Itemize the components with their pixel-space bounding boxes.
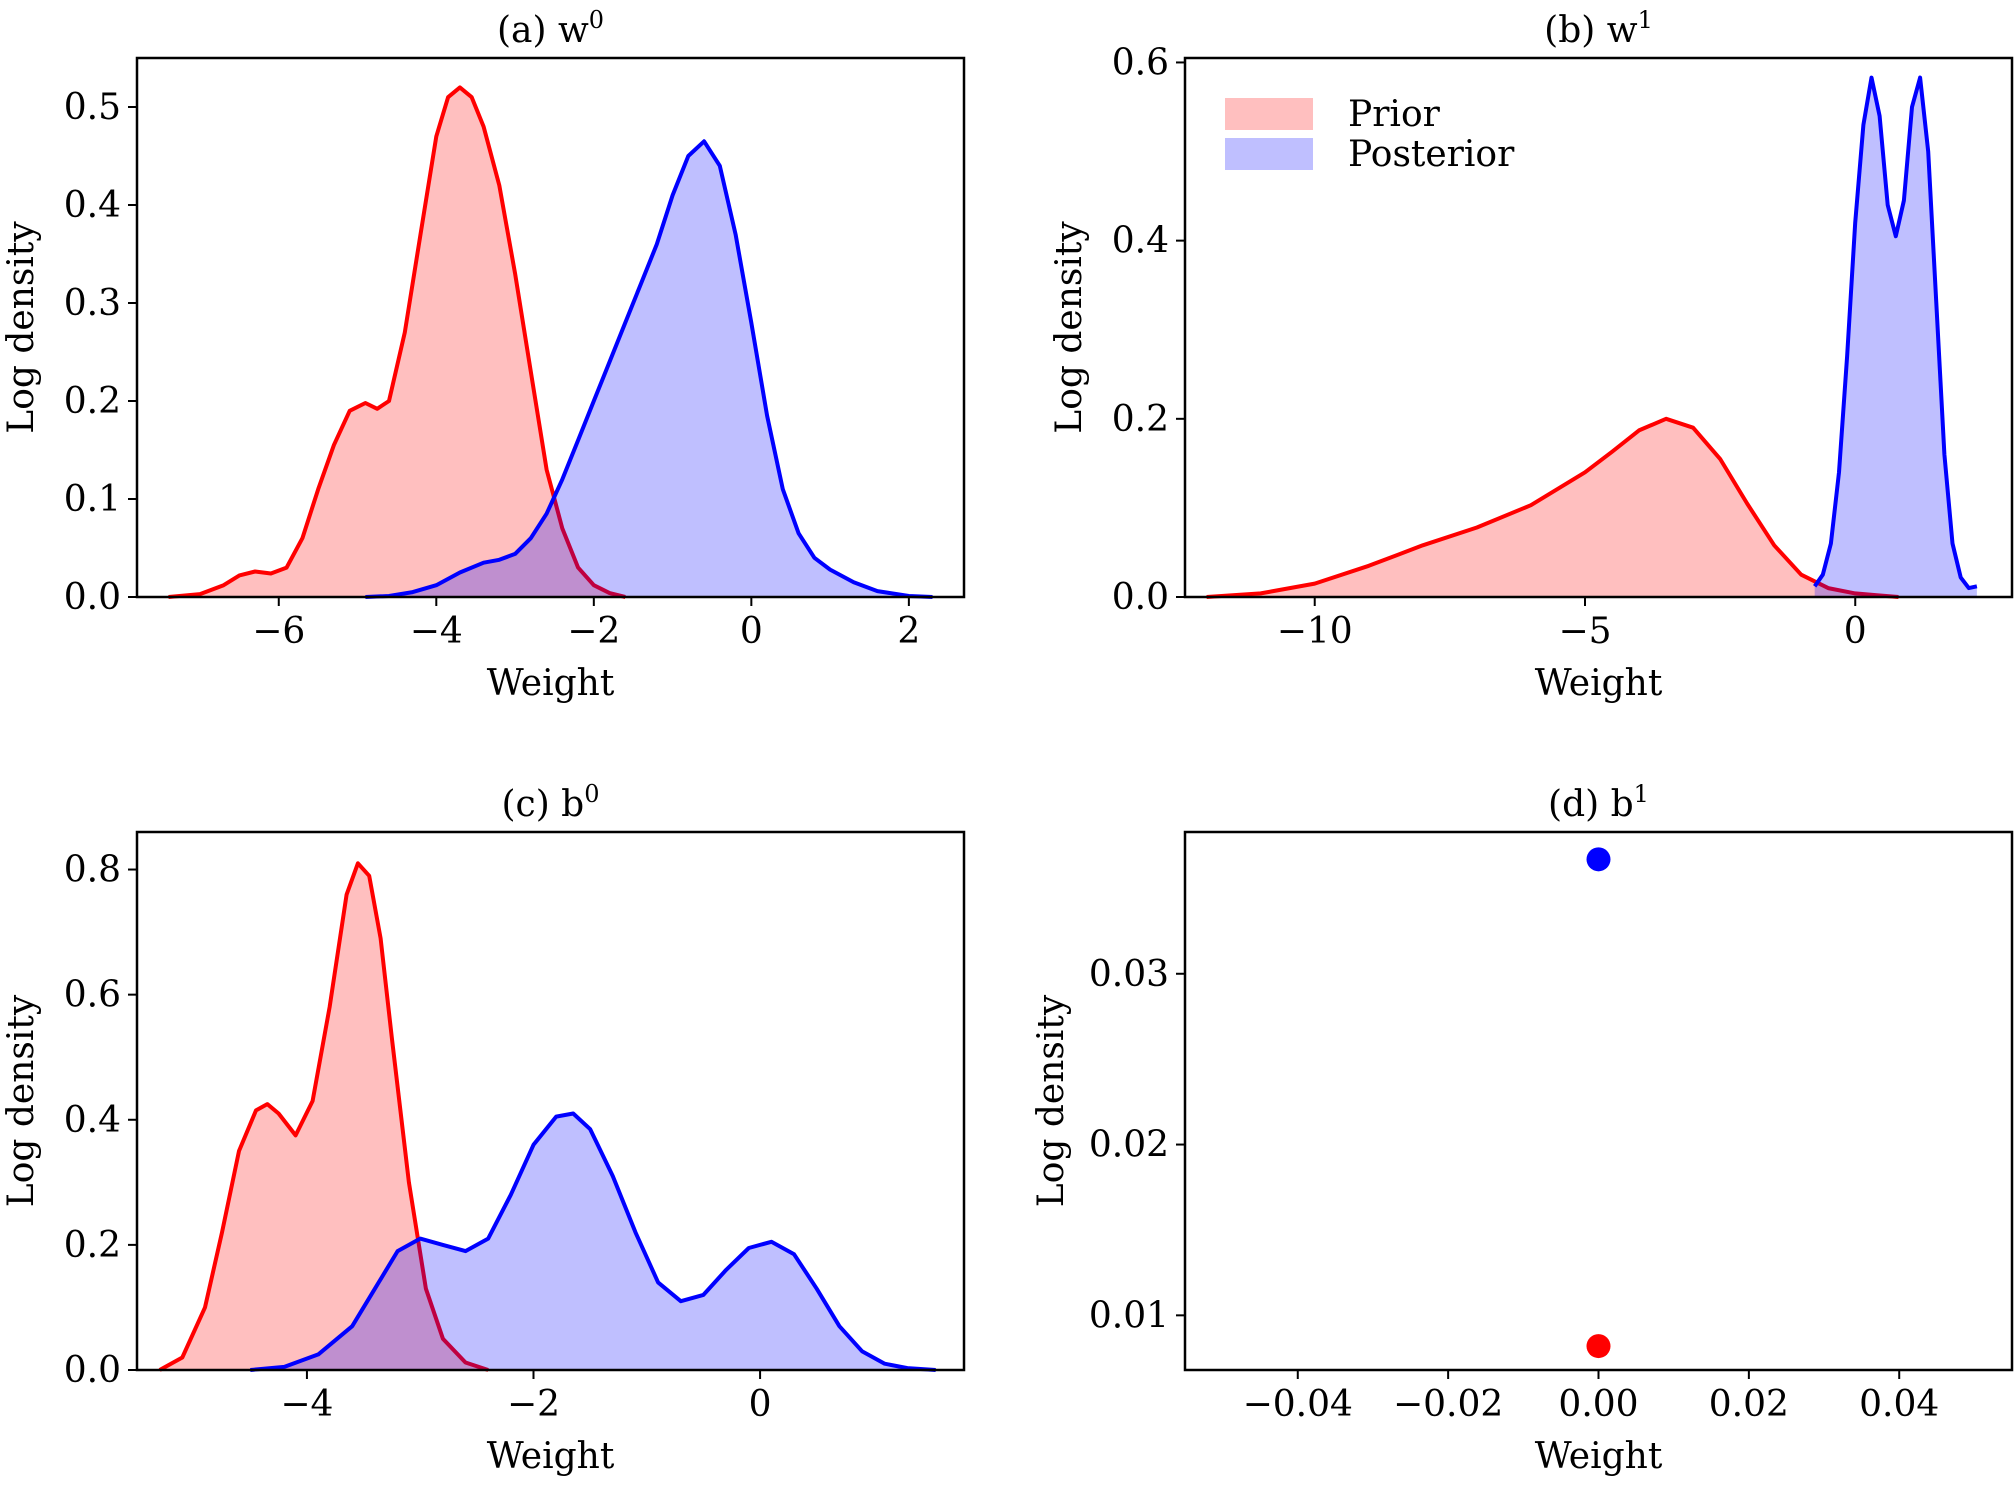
line-posterior: [1813, 75, 1978, 591]
y-axis-label: Log density: [1, 221, 42, 434]
line-prior: [158, 861, 489, 1372]
x-axis-label: Weight: [1535, 663, 1663, 704]
y-tick-label: 0.0: [64, 1350, 121, 1391]
line-posterior: [250, 1111, 936, 1372]
y-axis-label: Log density: [1049, 221, 1090, 434]
y-tick-label: 0.2: [1112, 399, 1169, 440]
legend-swatch-prior: [1225, 98, 1313, 130]
axes-frame: [1183, 830, 2014, 1372]
y-tick-label: 0.5: [64, 87, 121, 128]
legend-swatch-posterior: [1225, 138, 1313, 170]
legend-label-prior: Prior: [1348, 94, 1441, 135]
panel-2: −10 −5 0 0.0 0.2 0.4 0.6 (b) w1 Weight Log densit…: [1049, 6, 2014, 704]
legend-label-posterior: Posterior: [1348, 134, 1515, 175]
x-tick-label: 0.00: [1558, 1384, 1638, 1425]
line-prior: [1206, 416, 1899, 599]
x-tick-label: −5: [1558, 611, 1611, 652]
y-tick-label: 0.4: [1112, 221, 1169, 262]
y-tick-label: 0.0: [64, 577, 121, 618]
y-tick-label: 0.6: [1112, 42, 1169, 83]
x-tick-label: −2: [567, 611, 620, 652]
y-tick-label: 0.6: [64, 975, 121, 1016]
area-posterior: [1814, 77, 1977, 598]
y-tick-label: 0.0: [1112, 577, 1169, 618]
area-prior: [168, 87, 626, 598]
point-posterior: [1586, 847, 1611, 872]
panel-title: (b) w1: [1544, 6, 1653, 51]
panel-title: (a) w0: [497, 6, 604, 51]
panel-title: (d) b1: [1548, 780, 1649, 825]
line-prior: [168, 85, 626, 599]
x-tick-label: −2: [507, 1384, 560, 1425]
y-tick-label: 0.01: [1089, 1295, 1169, 1336]
y-tick-label: 0.2: [64, 1225, 121, 1266]
x-tick-label: −6: [252, 611, 305, 652]
x-tick-label: 0.04: [1859, 1384, 1939, 1425]
panel-4: −0.04 −0.02 0.00 0.02 0.04 0.01 0.02 0.03 (d) b1…: [1031, 780, 2014, 1477]
x-axis-label: Weight: [487, 1436, 615, 1477]
x-tick-label: 0: [749, 1384, 772, 1425]
area-prior: [159, 863, 489, 1370]
x-axis-label: Weight: [487, 663, 615, 704]
x-tick-label: −10: [1277, 611, 1353, 652]
area-posterior: [250, 1113, 936, 1370]
axes-frame: [1183, 56, 2014, 599]
axes-frame: [135, 830, 966, 1372]
x-tick-label: 0.02: [1709, 1384, 1789, 1425]
x-tick-label: −0.02: [1393, 1384, 1503, 1425]
point-prior: [1586, 1334, 1611, 1359]
x-axis-label: Weight: [1535, 1436, 1663, 1477]
y-tick-label: 0.1: [64, 479, 121, 520]
axes-frame: [135, 56, 966, 599]
y-tick-label: 0.3: [64, 283, 121, 324]
y-tick-label: 0.8: [64, 850, 121, 891]
x-tick-label: 0: [1844, 611, 1867, 652]
panel-1: −6 −4 −2 0 2 0.0 0.1 0.2 0.3 0.4 0.5 (a) w0 Weight Lo…: [1, 6, 966, 704]
x-tick-label: −0.04: [1243, 1384, 1353, 1425]
y-axis-label: Log density: [1, 994, 42, 1207]
x-tick-label: 2: [897, 611, 920, 652]
x-tick-label: −4: [410, 611, 463, 652]
y-tick-label: 0.4: [64, 185, 121, 226]
y-tick-label: 0.2: [64, 381, 121, 422]
y-tick-label: 0.4: [64, 1100, 121, 1141]
area-prior: [1206, 418, 1899, 597]
area-posterior: [365, 141, 933, 598]
panel-title: (c) b0: [501, 780, 599, 825]
x-tick-label: −4: [280, 1384, 333, 1425]
panel-3: −4 −2 0 0.0 0.2 0.4 0.6 0.8 (c) b0 Weight Log dens…: [1, 780, 966, 1477]
y-tick-label: 0.03: [1089, 954, 1169, 995]
y-tick-label: 0.02: [1089, 1125, 1169, 1166]
line-posterior: [365, 139, 933, 599]
y-axis-label: Log density: [1031, 994, 1072, 1207]
x-tick-label: 0: [740, 611, 763, 652]
